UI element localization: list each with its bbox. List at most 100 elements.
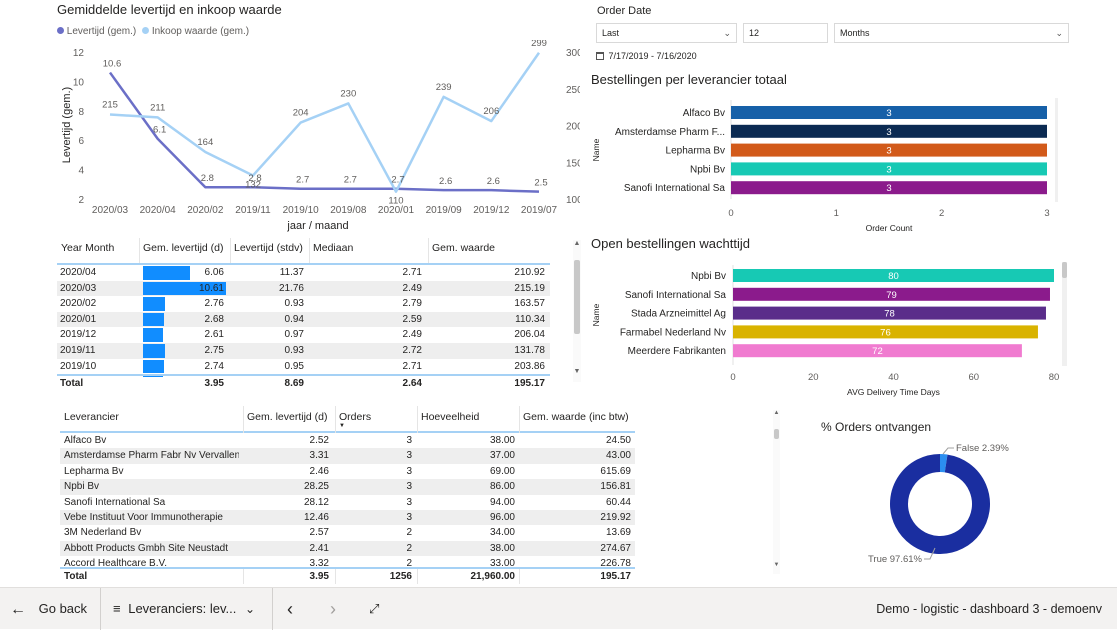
cell-name: Npbi Bv <box>64 479 239 495</box>
table-1-scrollbar[interactable]: ▲ ▼ <box>573 240 581 382</box>
data-label-inkoop: 204 <box>293 108 309 119</box>
col-header-orders[interactable]: Orders <box>339 411 371 423</box>
donut-scrollbar[interactable]: ▲ ▼ <box>773 410 780 574</box>
bar-chart-1-scrollbar[interactable] <box>1055 98 1058 202</box>
series-line-levertijd[interactable] <box>110 73 539 192</box>
date-range: 7/17/2019 - 7/16/2020 <box>596 51 697 61</box>
go-back-button[interactable]: ← Go back <box>10 588 100 630</box>
col-header-gem-levertijd[interactable]: Gem. levertijd (d) <box>247 411 328 423</box>
cell-ym: 2020/02 <box>60 296 130 312</box>
list-icon: ≡ <box>113 601 121 616</box>
y-tick-right: 200 <box>566 122 580 133</box>
x-axis-label: jaar / maand <box>286 220 348 232</box>
chevron-down-icon: ⌄ <box>723 24 731 42</box>
bar-value-label: 3 <box>886 183 891 194</box>
cell-ym: 2019/10 <box>60 359 130 375</box>
cell-ym: 2019/11 <box>60 343 130 359</box>
donut-slice-true[interactable] <box>899 463 981 545</box>
col-header-leverancier[interactable]: Leverancier <box>64 411 119 423</box>
y-tick-right: 150 <box>566 158 580 169</box>
x-tick-label: 2019/12 <box>473 205 510 216</box>
data-label-levertijd: 2.6 <box>487 176 500 187</box>
line-chart[interactable]: Levertijd (gem.)246810121001502002503002… <box>0 40 580 240</box>
cell-med: 2.79 <box>313 296 422 312</box>
col-header-gem-waarde-inc-btw[interactable]: Gem. waarde (inc btw) <box>523 411 629 423</box>
cell-stdv: 0.94 <box>234 312 304 328</box>
legend-label-levertijd: Levertijd (gem.) <box>67 26 136 37</box>
y-tick-left: 4 <box>78 166 84 177</box>
col-header-year-month[interactable]: Year Month <box>61 242 114 254</box>
donut-chart[interactable]: False 2.39%True 97.61% <box>840 436 1060 576</box>
series-line-inkoop[interactable] <box>110 53 539 192</box>
bar-value-label: 3 <box>886 108 891 119</box>
col-header-mediaan[interactable]: Mediaan <box>313 242 353 254</box>
y-tick-left: 6 <box>78 136 84 147</box>
relative-select[interactable]: Last ⌄ <box>596 23 737 43</box>
count-input[interactable]: 12 <box>743 23 828 43</box>
y-tick-right: 250 <box>566 85 580 96</box>
leverancier-table: Leverancier Gem. levertijd (d) Orders ▼ … <box>60 406 635 584</box>
arrow-left-icon: ← <box>10 601 26 618</box>
cell-gem: 2.74 <box>143 359 224 375</box>
cell-gem: 2.46 <box>247 464 329 480</box>
bar-value-label: 80 <box>888 271 899 282</box>
cell-gem: 28.25 <box>247 479 329 495</box>
scroll-up-icon[interactable]: ▲ <box>773 410 780 416</box>
cell-qty: 37.00 <box>421 448 515 464</box>
scroll-thumb[interactable] <box>1062 262 1067 278</box>
cell-name: Lepharma Bv <box>64 464 239 480</box>
bar-value-label: 79 <box>886 290 897 301</box>
cell-waarde: 615.69 <box>523 464 631 480</box>
scroll-down-icon[interactable]: ▼ <box>573 368 581 375</box>
line-chart-title: Gemiddelde levertijd en inkoop waarde <box>57 2 282 17</box>
scroll-up-icon[interactable]: ▲ <box>573 240 581 247</box>
collapse-icon[interactable]: ⤢ <box>369 588 387 630</box>
scroll-down-icon[interactable]: ▼ <box>773 562 780 568</box>
cell-name: Abbott Products Gmbh Site Neustadt <box>64 541 239 557</box>
previous-page-button[interactable]: ‹ <box>287 588 303 630</box>
total-mediaan: 2.64 <box>313 376 422 392</box>
col-header-hoeveelheid[interactable]: Hoeveelheid <box>421 411 479 423</box>
x-axis-label: AVG Delivery Time Days <box>847 387 940 397</box>
cell-orders: 2 <box>339 541 412 557</box>
next-page-button[interactable]: › <box>330 588 346 630</box>
page-selector[interactable]: ≡ Leveranciers: lev... ⌄ <box>113 588 263 630</box>
cell-ym: 2020/04 <box>60 265 130 281</box>
cell-gem: 3.31 <box>247 448 329 464</box>
cell-qty: 33.00 <box>421 556 515 567</box>
unit-select-value: Months <box>840 28 870 38</box>
category-label: Farmabel Nederland Nv <box>620 327 726 338</box>
col-divider <box>309 238 310 263</box>
bar-chart-2-scrollbar[interactable] <box>1062 262 1067 366</box>
count-input-value: 12 <box>749 28 759 38</box>
col-header-levertijd-stdv[interactable]: Levertijd (stdv) <box>234 242 303 254</box>
col-divider <box>230 238 231 263</box>
col-header-gem-waarde[interactable]: Gem. waarde <box>432 242 495 254</box>
y-tick-left: 8 <box>78 107 84 118</box>
cell-waarde: 163.57 <box>432 296 545 312</box>
col-header-gem-levertijd[interactable]: Gem. levertijd (d) <box>143 242 224 254</box>
sort-desc-icon[interactable]: ▼ <box>339 423 345 429</box>
unit-select[interactable]: Months ⌄ <box>834 23 1069 43</box>
scroll-thumb[interactable] <box>774 429 779 439</box>
scroll-thumb[interactable] <box>574 260 580 334</box>
total-label: Total <box>64 569 234 585</box>
